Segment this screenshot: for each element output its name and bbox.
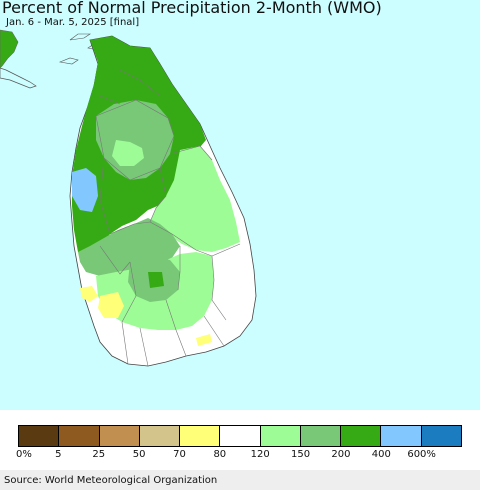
legend-swatch-3 bbox=[139, 426, 181, 446]
map-svg bbox=[0, 0, 480, 410]
legend-tick-label: 150 bbox=[290, 449, 311, 460]
region-70-80-south bbox=[196, 334, 212, 346]
legend-swatch-0 bbox=[19, 426, 60, 446]
legend-tick-label: 200 bbox=[331, 449, 351, 460]
legend-tick-label: 50 bbox=[132, 449, 146, 460]
india-shoreline bbox=[0, 67, 37, 89]
legend-tick-label: 25 bbox=[92, 449, 106, 460]
legend-tick-label: 400 bbox=[371, 449, 391, 460]
island-1 bbox=[58, 57, 79, 65]
footer-bar: Source: World Meteorological Organizatio… bbox=[0, 470, 480, 490]
india-coast bbox=[0, 29, 19, 69]
region-70-80-west-2 bbox=[98, 292, 124, 318]
legend-swatch-10 bbox=[421, 426, 461, 446]
region-120-150-north-patch bbox=[112, 140, 144, 166]
legend-swatch-5 bbox=[220, 426, 261, 446]
legend-swatch-4 bbox=[180, 426, 221, 446]
legend-swatch-1 bbox=[59, 426, 100, 446]
region-120-150-east bbox=[150, 146, 240, 252]
legend-swatch-8 bbox=[341, 426, 382, 446]
precipitation-map: Percent of Normal Precipitation 2-Month … bbox=[0, 0, 480, 410]
legend-tick-label: 5 bbox=[55, 449, 62, 460]
source-credit: Source: World Meteorological Organizatio… bbox=[4, 475, 218, 486]
legend-swatch-6 bbox=[260, 426, 301, 446]
legend-tick-label: 80 bbox=[213, 449, 227, 460]
map-subtitle: Jan. 6 - Mar. 5, 2025 [final] bbox=[6, 17, 140, 28]
legend-swatch-2 bbox=[99, 426, 140, 446]
district-borders bbox=[95, 69, 241, 367]
legend-tick-labels: 0% 5 25 50 70 80 120 150 200 400 600% bbox=[0, 449, 480, 463]
legend-tick-label: 70 bbox=[173, 449, 186, 460]
legend-swatch-9 bbox=[381, 426, 422, 446]
island-3 bbox=[69, 33, 91, 41]
region-70-80-west-1 bbox=[80, 286, 98, 302]
legend-tick-label: 0% bbox=[16, 449, 32, 460]
legend-tick-label: 120 bbox=[250, 449, 270, 460]
region-400-600-west bbox=[72, 168, 98, 212]
legend-swatch-7 bbox=[300, 426, 342, 446]
map-title: Percent of Normal Precipitation 2-Month … bbox=[2, 0, 382, 17]
legend-tick-label: 600% bbox=[407, 449, 436, 460]
region-200-400-peak bbox=[148, 272, 164, 288]
color-legend bbox=[18, 425, 462, 447]
